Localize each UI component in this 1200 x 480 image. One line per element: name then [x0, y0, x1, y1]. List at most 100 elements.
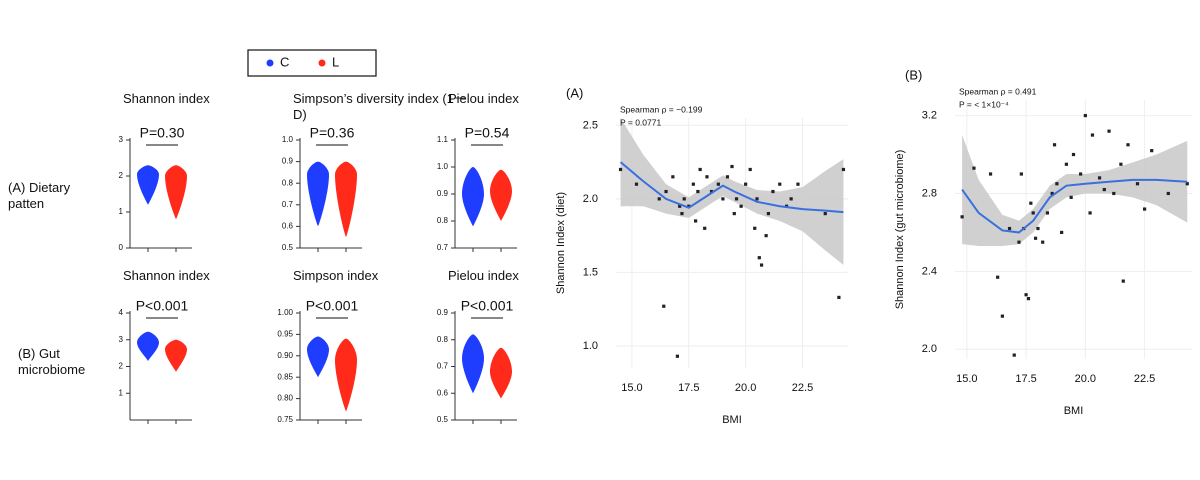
violin	[335, 338, 357, 412]
data-point	[1031, 211, 1035, 215]
data-point	[823, 211, 827, 216]
violin	[137, 331, 159, 362]
y-tick-label: 3	[119, 335, 124, 344]
annotation: P = 0.0771	[620, 117, 661, 127]
data-point	[1036, 226, 1040, 231]
data-point	[1090, 133, 1095, 137]
y-tick-label: 1	[119, 207, 124, 216]
y-tick-label: 3.2	[922, 109, 937, 121]
trend-line	[961, 178, 1188, 234]
x-tick-label: 22.5	[792, 382, 813, 394]
data-point	[1060, 230, 1064, 235]
data-point	[766, 211, 770, 216]
legend-label: L	[332, 54, 339, 69]
y-tick-label: 0.9	[282, 157, 294, 166]
x-axis-label: BMI	[722, 414, 742, 426]
data-point	[988, 172, 993, 176]
data-point	[678, 204, 682, 208]
y-tick-label: 0.95	[277, 330, 293, 339]
data-point	[698, 167, 702, 172]
data-point	[1079, 172, 1083, 176]
y-tick-label: 2.4	[922, 265, 937, 277]
y-tick-label: 1.0	[437, 162, 449, 171]
chart-title: Shannon index	[123, 268, 210, 283]
data-point	[1050, 191, 1054, 196]
data-point	[1166, 191, 1170, 196]
data-point	[1112, 191, 1116, 196]
y-tick-label: 2.5	[583, 119, 598, 131]
row-label: (A) Dietary patten	[8, 180, 71, 211]
legend-marker	[266, 59, 274, 67]
data-point	[1071, 152, 1076, 157]
data-point	[1126, 143, 1130, 147]
y-tick-label: 0.7	[437, 362, 449, 371]
y-tick-label: 3	[119, 135, 124, 144]
p-label: P<0.001	[306, 298, 359, 314]
data-point	[680, 211, 684, 216]
x-tick-label: 17.5	[678, 382, 699, 394]
y-axis-label: Shannon Index (diet)	[555, 192, 567, 294]
y-axis-label: Shannon Index (gut microbiome)	[894, 150, 906, 310]
data-point	[662, 304, 666, 308]
y-tick-label: 1.5	[583, 266, 598, 278]
y-tick-label: 1.0	[583, 340, 598, 352]
data-point	[721, 197, 725, 201]
chart-title: (B)	[905, 67, 922, 82]
y-tick-label: 1	[119, 388, 124, 397]
data-point	[705, 175, 709, 179]
data-point	[709, 189, 714, 194]
data-point	[837, 295, 841, 300]
data-point	[664, 189, 668, 194]
data-point	[972, 166, 976, 170]
chart-title: Simpson’s diversity index (1－D)	[293, 91, 467, 122]
violin	[137, 165, 159, 205]
data-point	[691, 182, 695, 186]
data-point	[771, 189, 775, 194]
data-point	[725, 175, 730, 179]
chart-title: Shannon index	[123, 91, 210, 106]
y-tick-label: 0.8	[437, 216, 449, 225]
data-point	[753, 226, 757, 230]
y-tick-label: 0.7	[282, 200, 294, 209]
y-tick-label: 0.8	[282, 178, 294, 187]
data-point	[1088, 211, 1092, 215]
data-point	[1026, 297, 1031, 301]
x-tick-label: 17.5	[1015, 373, 1036, 385]
y-tick-label: 2	[119, 362, 124, 371]
violin	[335, 161, 357, 238]
p-label: P=0.54	[465, 125, 510, 141]
data-point	[696, 189, 700, 194]
data-point	[657, 197, 661, 201]
chart-title: Simpson index	[293, 268, 379, 283]
data-point	[841, 167, 846, 172]
data-point	[734, 197, 739, 201]
data-point	[1064, 162, 1068, 166]
y-tick-label: 2.0	[583, 193, 598, 205]
data-point	[796, 182, 800, 186]
data-point	[1119, 162, 1123, 166]
y-tick-label: 1.1	[437, 135, 449, 144]
y-tick-label: 4	[119, 308, 124, 317]
chart-title: Pielou index	[448, 268, 519, 283]
annotation: P = < 1×10⁻⁴	[959, 99, 1009, 109]
data-point	[748, 167, 752, 172]
y-tick-label: 0.6	[282, 222, 294, 231]
violin	[490, 169, 512, 221]
chart-title: Pielou index	[448, 91, 519, 106]
legend-label: C	[280, 54, 289, 69]
violin	[307, 161, 329, 227]
data-point	[1012, 353, 1016, 357]
x-tick-label: 20.0	[1075, 373, 1096, 385]
violin	[165, 339, 187, 372]
data-point	[759, 263, 764, 267]
data-point	[1083, 113, 1087, 118]
data-point	[703, 226, 707, 230]
data-point	[739, 204, 743, 208]
data-point	[1150, 149, 1154, 153]
y-tick-label: 0.85	[277, 372, 293, 381]
data-point	[1041, 240, 1045, 244]
y-tick-label: 0.5	[282, 243, 294, 252]
data-point	[687, 204, 691, 208]
data-point	[1135, 182, 1140, 186]
